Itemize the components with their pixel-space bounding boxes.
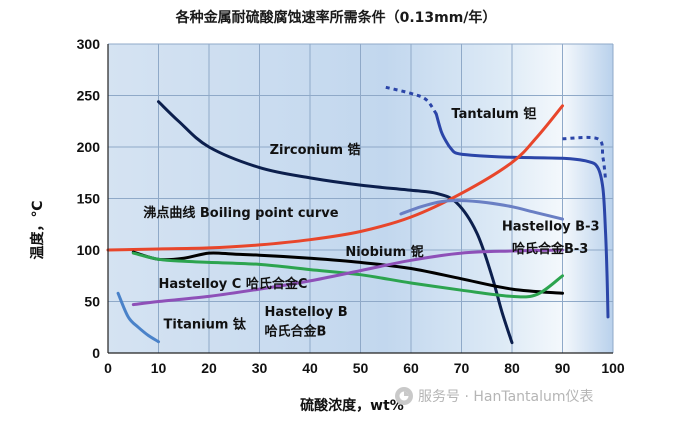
x-tick-label: 30 xyxy=(252,360,268,376)
series-line xyxy=(106,104,564,252)
series-line xyxy=(434,112,610,319)
x-tick-label: 50 xyxy=(353,360,369,376)
y-tick-label: 50 xyxy=(84,294,100,310)
series-line xyxy=(562,135,607,179)
y-tick-label: 300 xyxy=(77,36,101,52)
x-tick-label: 60 xyxy=(403,360,419,376)
y-tick-label: 0 xyxy=(92,345,100,361)
x-tick-label: 10 xyxy=(151,360,167,376)
grid-lines xyxy=(107,43,614,354)
chart-title: 各种金属耐硫酸腐蚀速率所需条件（0.13mm/年） xyxy=(175,9,497,26)
watermark-text: 服务号 · HanTantalum仪表 xyxy=(418,389,594,405)
series-label: 哈氏合金B xyxy=(265,323,327,339)
series-label: Tantalum 钽 xyxy=(451,106,536,122)
series-line xyxy=(131,251,564,299)
y-tick-label: 150 xyxy=(77,191,101,207)
watermark: 服务号 · HanTantalum仪表 xyxy=(395,387,594,405)
x-tick-label: 80 xyxy=(504,360,520,376)
x-axis-label: 硫酸浓度，wt% xyxy=(300,397,404,414)
x-tick-label: 40 xyxy=(302,360,318,376)
series-label: 沸点曲线 Boiling point curve xyxy=(143,205,338,221)
series-label: Titanium 钛 xyxy=(164,316,247,332)
x-tick-label: 100 xyxy=(601,360,625,376)
series-line xyxy=(116,291,160,344)
series-label: 哈氏合金B-3 xyxy=(512,241,588,257)
x-tick-label: 90 xyxy=(555,360,571,376)
axes: 0 10 20 30 40 50 60 70 80 90 100 0 50 100 150 200 250 300 xyxy=(77,36,625,376)
series-line xyxy=(131,250,564,295)
series-label: Zirconium 锆 xyxy=(270,142,361,158)
series-line xyxy=(399,199,564,221)
series-line xyxy=(385,85,438,115)
series-lines xyxy=(106,85,610,345)
x-tick-label: 0 xyxy=(104,360,112,376)
series-line xyxy=(131,248,564,307)
y-axis-label: 温度，℃ xyxy=(29,200,46,259)
series-label: Hastelloy C 哈氏合金C xyxy=(159,276,308,292)
y-tick-label: 100 xyxy=(77,242,101,258)
y-tick-label: 250 xyxy=(77,88,101,104)
series-line xyxy=(157,100,514,345)
wechat-official-account-icon xyxy=(395,387,413,405)
series-label: Hastelloy B xyxy=(265,305,348,320)
series-label: Hastelloy B-3 xyxy=(502,219,600,234)
x-tick-label: 20 xyxy=(201,360,217,376)
series-label: Niobium 铌 xyxy=(345,244,423,260)
x-tick-label: 70 xyxy=(454,360,470,376)
y-tick-label: 200 xyxy=(77,139,101,155)
